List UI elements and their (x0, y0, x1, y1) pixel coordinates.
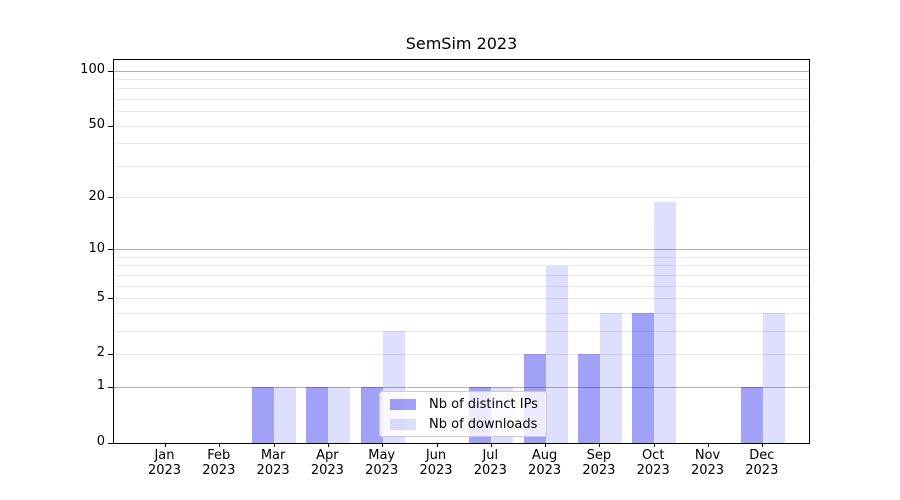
x-tick-mark-aug-2023 (545, 443, 547, 447)
gridline-major-100 (114, 70, 809, 72)
y-tick-label-0: 0 (96, 434, 105, 449)
x-tick-label-aug-2023: Aug 2023 (528, 448, 562, 478)
bar-dec-2023-nb-of-distinct-ips (740, 387, 763, 443)
bar-apr-2023-nb-of-downloads (328, 387, 351, 443)
x-tick-mark-feb-2023 (219, 443, 221, 447)
y-tick-mark-2 (108, 353, 113, 355)
x-tick-label-mar-2023: Mar 2023 (256, 448, 290, 478)
bar-aug-2023-nb-of-downloads (545, 265, 568, 443)
x-tick-label-jan-2023: Jan 2023 (147, 448, 182, 478)
legend-swatch-downloads (390, 418, 416, 430)
y-tick-mark-10 (108, 249, 113, 251)
x-tick-label-oct-2023: Oct 2023 (636, 448, 670, 478)
bar-apr-2023-nb-of-distinct-ips (306, 387, 329, 443)
x-tick-mark-nov-2023 (708, 443, 709, 447)
x-tick-mark-jul-2023 (490, 443, 492, 447)
bar-may-2023-nb-of-distinct-ips (360, 387, 383, 443)
y-tick-label-2: 2 (96, 345, 105, 361)
y-tick-label-5: 5 (96, 289, 105, 305)
bar-oct-2023-nb-of-distinct-ips (632, 313, 655, 443)
gridline-minor-50 (114, 125, 809, 127)
x-tick-mark-apr-2023 (327, 443, 329, 447)
bar-oct-2023-nb-of-downloads (654, 201, 677, 443)
bar-mar-2023-nb-of-distinct-ips (252, 387, 275, 443)
x-tick-label-dec-2023: Dec 2023 (745, 448, 779, 478)
bar-mar-2023-nb-of-downloads (274, 387, 297, 443)
gridline-minor-9 (114, 256, 809, 258)
x-tick-label-nov-2023: Nov 2023 (690, 448, 725, 478)
gridline-minor-3 (114, 330, 809, 332)
gridline-minor-80 (114, 88, 809, 90)
gridline-minor-60 (114, 111, 809, 113)
y-tick-mark-1 (108, 386, 113, 388)
x-tick-mark-jan-2023 (165, 443, 166, 447)
x-tick-label-sep-2023: Sep 2023 (582, 448, 616, 478)
gridline-minor-7 (114, 274, 809, 276)
gridline-major-1 (114, 386, 809, 388)
x-tick-mark-jun-2023 (436, 443, 438, 447)
gridline-minor-2 (114, 353, 809, 355)
gridline-minor-30 (114, 165, 809, 167)
bar-dec-2023-nb-of-downloads (762, 313, 785, 443)
x-tick-label-apr-2023: Apr 2023 (310, 448, 344, 478)
y-tick-mark-5 (108, 298, 113, 300)
chart-title: SemSim 2023 (405, 34, 518, 53)
x-tick-label-may-2023: May 2023 (365, 448, 399, 478)
x-tick-label-feb-2023: Feb 2023 (202, 448, 236, 478)
y-tick-mark-20 (108, 197, 113, 199)
x-tick-mark-oct-2023 (653, 443, 655, 447)
gridline-minor-4 (114, 312, 809, 314)
gridline-minor-8 (114, 265, 809, 267)
x-tick-mark-mar-2023 (273, 443, 275, 447)
legend-item-downloads: Nb of downloads (388, 417, 538, 432)
x-tick-label-jul-2023: Jul 2023 (473, 448, 507, 478)
bar-sep-2023-nb-of-downloads (599, 313, 622, 443)
bar-sep-2023-nb-of-distinct-ips (577, 354, 600, 443)
legend-label-distinct-ips: Nb of distinct IPs (429, 396, 538, 412)
gridline-minor-20 (114, 197, 809, 199)
plot-area (108, 59, 810, 447)
x-tick-mark-may-2023 (382, 443, 384, 447)
gridline-major-10 (114, 249, 809, 251)
y-tick-label-20: 20 (88, 188, 105, 204)
gridline-minor-70 (114, 98, 809, 100)
y-tick-label-50: 50 (88, 117, 105, 133)
x-tick-label-jun-2023: Jun 2023 (419, 448, 453, 478)
y-tick-label-10: 10 (88, 240, 105, 256)
gridline-minor-6 (114, 285, 809, 287)
gridline-minor-90 (114, 78, 809, 80)
x-tick-mark-sep-2023 (599, 443, 601, 447)
y-tick-mark-50 (108, 125, 113, 127)
gridline-minor-40 (114, 143, 809, 145)
y-tick-label-1: 1 (96, 378, 105, 394)
legend-item-distinct-ips: Nb of distinct IPs (388, 397, 538, 412)
gridline-minor-5 (114, 298, 809, 300)
y-tick-label-100: 100 (80, 62, 105, 78)
y-tick-mark-0 (108, 442, 113, 444)
legend-swatch-distinct-ips (390, 398, 416, 410)
legend: Nb of distinct IPs Nb of downloads (379, 391, 547, 437)
y-tick-mark-100 (108, 70, 113, 72)
x-tick-mark-dec-2023 (762, 443, 764, 447)
legend-label-downloads: Nb of downloads (429, 416, 538, 432)
